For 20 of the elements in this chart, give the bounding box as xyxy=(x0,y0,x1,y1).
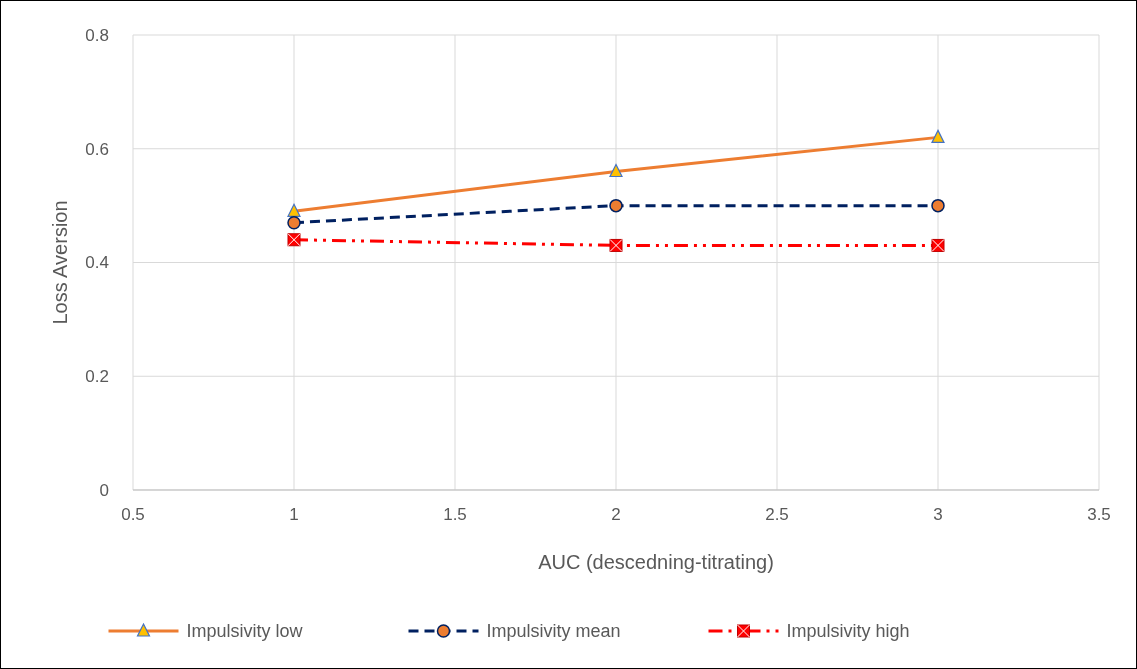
point xyxy=(931,198,945,213)
x-tick-label: 0.5 xyxy=(121,505,145,524)
legend-label: Impulsivity mean xyxy=(486,621,621,642)
y-tick-label: 0.2 xyxy=(85,367,109,387)
x-tick-label: 1 xyxy=(289,505,299,524)
y-tick-label: 0 xyxy=(99,480,109,500)
x-tick-label: 3 xyxy=(933,505,943,524)
point xyxy=(287,215,301,230)
legend-label: Impulsivity low xyxy=(186,621,304,642)
y-tick-label: 0.8 xyxy=(85,25,109,45)
point xyxy=(609,198,623,213)
x-tick-label: 1.5 xyxy=(443,505,467,524)
y-tick-label: 0.6 xyxy=(85,139,109,159)
y-axis-title: Loss Aversion xyxy=(49,200,71,325)
x-axis-title: AUC (descedning-titrating) xyxy=(538,551,774,573)
x-tick-label: 3.5 xyxy=(1087,505,1111,524)
x-tick-label: 2.5 xyxy=(765,505,789,524)
x-tick-label: 2 xyxy=(611,505,621,524)
legend-label: Impulsivity high xyxy=(786,621,910,642)
y-tick-label: 0.4 xyxy=(85,253,109,273)
